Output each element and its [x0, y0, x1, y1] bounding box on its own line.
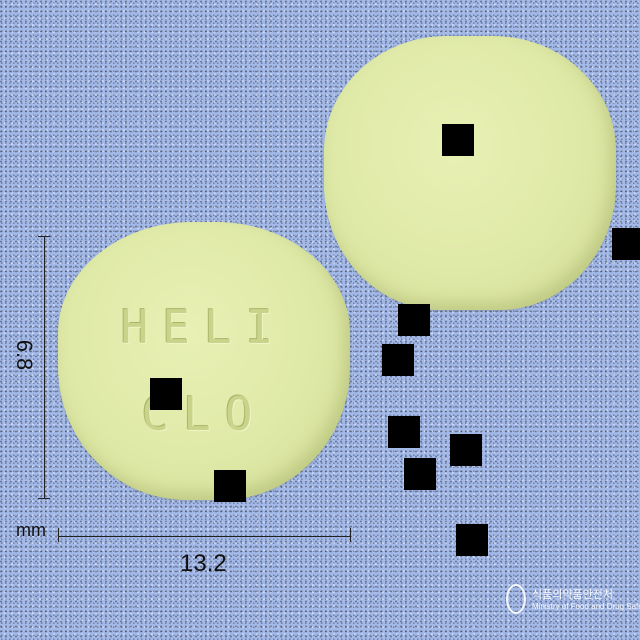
width-dimension-line — [58, 536, 350, 537]
unit-label: mm — [16, 520, 46, 540]
height-dimension-line — [44, 236, 45, 498]
censor-square — [398, 304, 430, 336]
censor-square — [456, 524, 488, 556]
width-dimension-label: 13.2 — [180, 550, 227, 577]
censor-square — [382, 344, 414, 376]
agency-emblem-icon — [506, 584, 526, 614]
censor-square — [388, 416, 420, 448]
censor-square — [150, 378, 182, 410]
height-dimension-tick — [38, 236, 50, 237]
pill-imprint-line1: HELI — [120, 300, 288, 354]
width-dimension-tick — [350, 528, 351, 542]
censor-square — [442, 124, 474, 156]
pill-imprint-line2: CLO — [141, 387, 267, 441]
censor-square — [214, 470, 246, 502]
censor-square — [612, 228, 640, 260]
width-dimension-tick — [58, 528, 59, 542]
logo-name-text: 식품의약품안전처 — [532, 589, 613, 601]
censor-square — [450, 434, 482, 466]
pill-front-side: HELI CLO — [58, 222, 350, 500]
height-dimension-label: 6.8 — [12, 339, 37, 371]
logo-english-text: Ministry of Food and Drug Safety — [532, 602, 640, 611]
watermark-logo: 식품의약품안전처 Ministry of Food and Drug Safet… — [506, 584, 640, 620]
height-dimension-tick — [38, 498, 50, 499]
pill-back-side — [324, 36, 616, 310]
censor-square — [404, 458, 436, 490]
